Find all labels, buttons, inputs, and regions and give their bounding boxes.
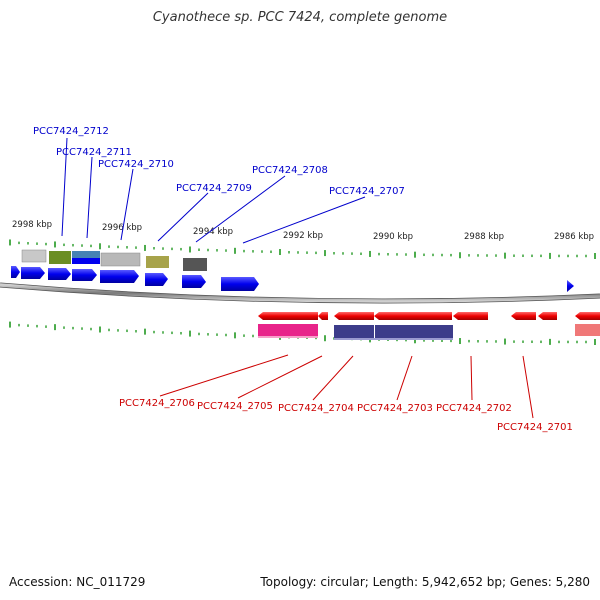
forward-feature-boxes <box>21 249 207 271</box>
forward-genes <box>11 266 574 292</box>
forward-callouts: PCC7424_2712 PCC7424_2711 PCC7424_2710 P… <box>33 126 405 244</box>
genome-summary: Topology: circular; Length: 5,942,652 bp… <box>260 575 590 589</box>
feature-box <box>146 256 169 268</box>
feature-box <box>258 336 318 338</box>
scale-label: 2992 kbp <box>283 231 323 241</box>
feature-box <box>375 325 453 338</box>
feature-box <box>21 249 47 263</box>
feature-box <box>100 252 141 267</box>
tick-marks-reverse <box>9 321 596 345</box>
forward-gene-arrow[interactable] <box>567 280 574 292</box>
reverse-callouts: PCC7424_2706 PCC7424_2705 PCC7424_2704 P… <box>119 354 573 433</box>
feature-box <box>49 251 71 264</box>
reverse-gene-label[interactable]: PCC7424_2705 <box>197 401 273 412</box>
scale-label: 2994 kbp <box>193 227 233 237</box>
forward-gene-arrow[interactable] <box>145 273 168 286</box>
reverse-gene-arrow[interactable] <box>538 312 557 320</box>
callout-line <box>120 168 134 241</box>
forward-gene-arrow[interactable] <box>48 268 71 280</box>
scale-label: 2998 kbp <box>12 220 52 230</box>
forward-gene-label[interactable]: PCC7424_2710 <box>98 159 174 170</box>
reverse-gene-arrow[interactable] <box>575 312 600 320</box>
callout-line <box>396 355 413 401</box>
callout-line <box>157 192 209 242</box>
scale-labels: 2998 kbp 2996 kbp 2994 kbp 2992 kbp 2990… <box>12 220 594 242</box>
reverse-genes <box>258 312 600 320</box>
tick-marks-forward <box>9 239 596 259</box>
feature-box <box>334 325 374 338</box>
forward-gene-label[interactable]: PCC7424_2707 <box>329 186 405 197</box>
reverse-gene-arrow[interactable] <box>511 312 536 320</box>
reverse-gene-arrow[interactable] <box>318 312 328 320</box>
genome-backbone-highlight <box>0 283 600 303</box>
forward-gene-label[interactable]: PCC7424_2711 <box>56 147 132 158</box>
callout-line <box>61 137 68 237</box>
feature-box <box>334 338 453 340</box>
callout-line <box>159 354 289 397</box>
scale-label: 2988 kbp <box>464 232 504 242</box>
reverse-gene-label[interactable]: PCC7424_2701 <box>497 422 573 433</box>
forward-gene-arrow[interactable] <box>72 269 97 281</box>
forward-gene-label[interactable]: PCC7424_2709 <box>176 183 252 194</box>
scale-label: 2986 kbp <box>554 232 594 242</box>
feature-box <box>72 251 100 258</box>
callout-line <box>242 196 366 244</box>
reverse-gene-arrow[interactable] <box>374 312 452 320</box>
scale-label: 2990 kbp <box>373 232 413 242</box>
callout-line <box>86 156 93 239</box>
scale-label: 2996 kbp <box>102 223 142 233</box>
forward-gene-arrow[interactable] <box>21 267 45 279</box>
feature-box <box>183 258 207 271</box>
forward-gene-arrow[interactable] <box>11 266 20 278</box>
reverse-gene-label[interactable]: PCC7424_2704 <box>278 403 354 414</box>
forward-gene-arrow[interactable] <box>221 277 259 291</box>
forward-gene-arrow[interactable] <box>182 275 206 288</box>
reverse-gene-arrow[interactable] <box>258 312 318 320</box>
reverse-gene-arrow[interactable] <box>453 312 488 320</box>
callout-line <box>312 355 354 401</box>
feature-box <box>575 324 600 336</box>
callout-line <box>522 355 534 419</box>
forward-gene-label[interactable]: PCC7424_2712 <box>33 126 109 137</box>
reverse-gene-label[interactable]: PCC7424_2703 <box>357 403 433 414</box>
reverse-gene-arrow[interactable] <box>334 312 374 320</box>
accession-label: Accession: NC_011729 <box>9 575 146 589</box>
reverse-feature-boxes <box>258 324 600 340</box>
callout-line <box>470 355 473 401</box>
feature-box <box>72 258 100 264</box>
feature-box <box>258 324 318 336</box>
reverse-gene-label[interactable]: PCC7424_2706 <box>119 398 195 409</box>
genome-title: Cyanothece sp. PCC 7424, complete genome <box>152 10 448 25</box>
callout-line <box>195 175 286 243</box>
forward-gene-label[interactable]: PCC7424_2708 <box>252 165 328 176</box>
forward-gene-arrow[interactable] <box>100 270 139 283</box>
reverse-gene-label[interactable]: PCC7424_2702 <box>436 403 512 414</box>
callout-line <box>237 355 323 399</box>
